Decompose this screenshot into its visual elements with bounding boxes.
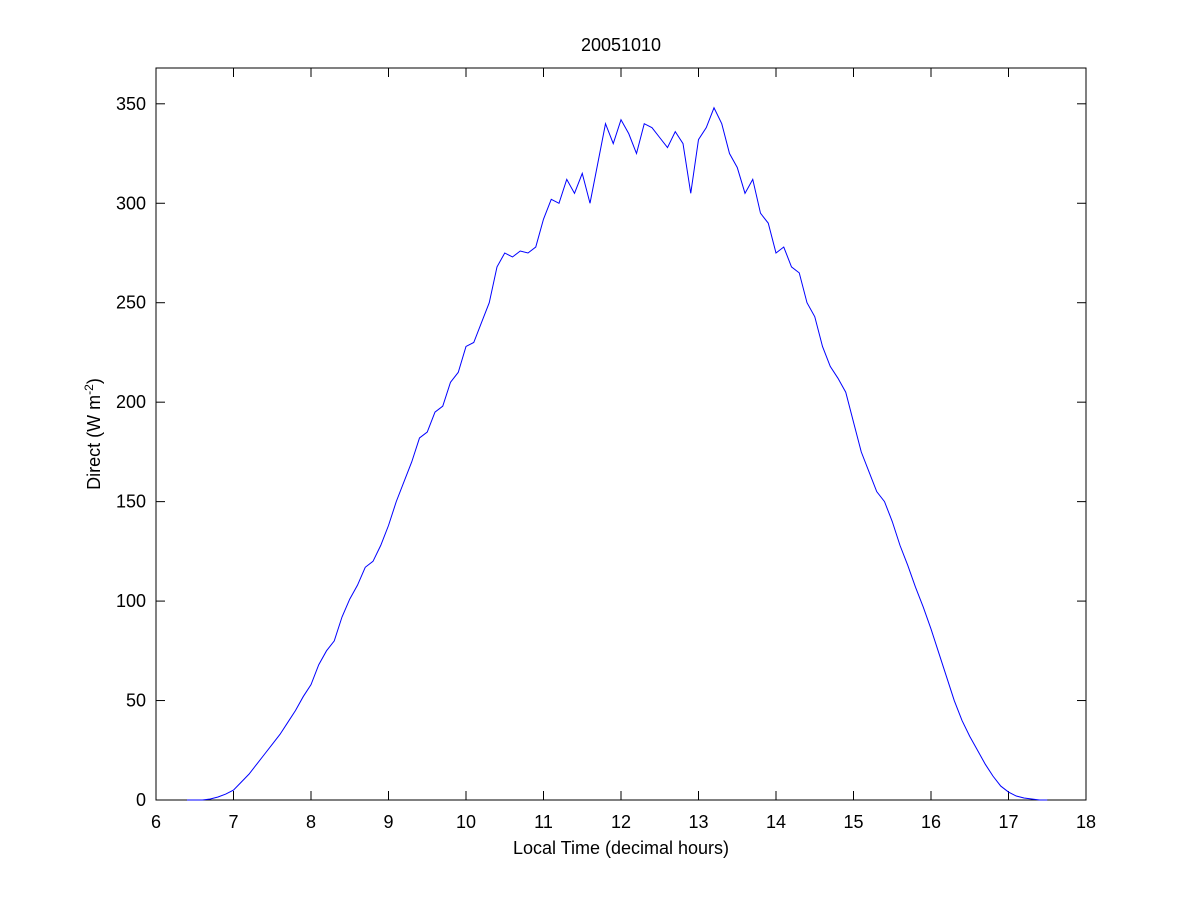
y-axis-label-end: ) — [84, 378, 104, 384]
y-tick-label: 350 — [116, 94, 146, 114]
x-tick-label: 10 — [456, 812, 476, 832]
x-tick-label: 7 — [228, 812, 238, 832]
x-tick-label: 16 — [921, 812, 941, 832]
y-tick-label: 50 — [126, 691, 146, 711]
y-axis-label-sup: -2 — [82, 384, 96, 395]
x-tick-label: 14 — [766, 812, 786, 832]
y-tick-label: 0 — [136, 790, 146, 810]
y-axis-label-text: Direct (W m — [84, 395, 104, 490]
y-tick-label: 100 — [116, 591, 146, 611]
y-axis-label: Direct (W m-2) — [82, 378, 104, 490]
x-tick-label: 15 — [843, 812, 863, 832]
x-tick-label: 9 — [383, 812, 393, 832]
y-tick-label: 250 — [116, 293, 146, 313]
x-tick-label: 11 — [534, 812, 553, 832]
x-tick-label: 8 — [306, 812, 316, 832]
y-tick-label: 150 — [116, 492, 146, 512]
y-tick-label: 200 — [116, 392, 146, 412]
chart-title: 20051010 — [581, 35, 661, 55]
x-tick-label: 18 — [1076, 812, 1096, 832]
y-tick-label: 300 — [116, 193, 146, 213]
data-line — [187, 106, 1048, 801]
x-axis-label: Local Time (decimal hours) — [513, 838, 729, 858]
x-tick-label: 17 — [998, 812, 1018, 832]
x-tick-label: 13 — [688, 812, 708, 832]
x-tick-label: 6 — [151, 812, 161, 832]
x-tick-label: 12 — [611, 812, 631, 832]
